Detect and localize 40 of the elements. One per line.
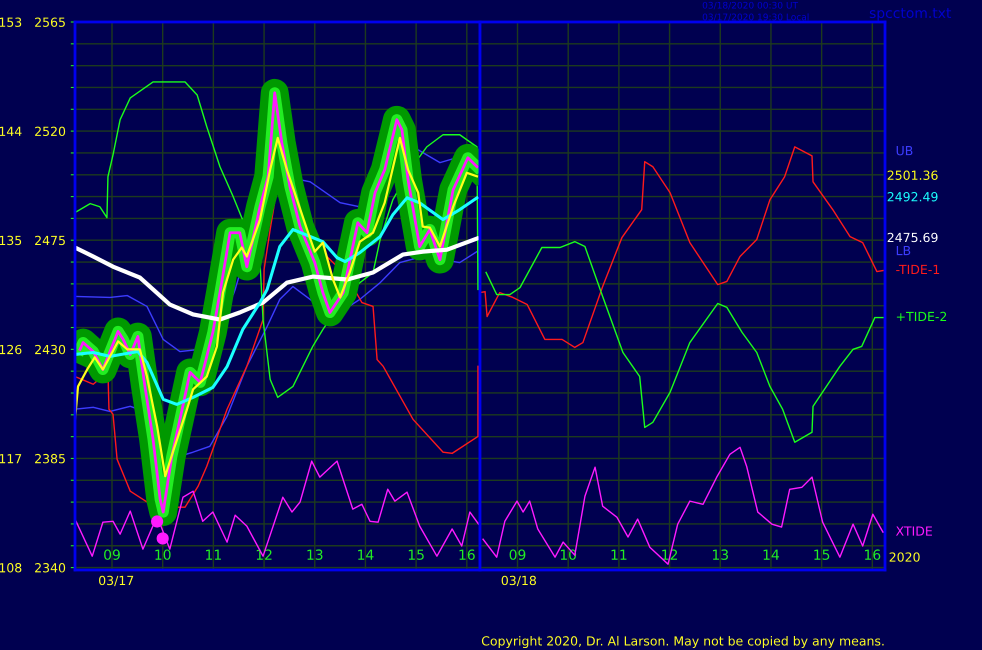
text: Copyright 2020, Dr. Al Larson. May not be copied by any means.: [482, 636, 884, 648]
y3-tick-label: 108: [0, 563, 22, 572]
y3-tick-label: 117: [0, 454, 22, 464]
series-label: +TIDE-2: [896, 312, 946, 322]
text: 03/17: [99, 576, 134, 586]
text: UB: [896, 146, 912, 156]
series-label: XTIDE: [896, 526, 932, 536]
text: 2020: [890, 552, 920, 562]
text: 03/18/2020 00:30 UT: [702, 2, 798, 10]
x-tick-label: 15: [814, 550, 830, 560]
text: 03/17/2020 19:30 Local: [702, 13, 808, 22]
x-tick-label: 11: [206, 550, 221, 560]
x-tick-label: 16: [865, 549, 880, 560]
x-tick-label: 11: [612, 550, 626, 560]
y-tick-label: 2475: [35, 236, 65, 246]
y-tick-label: 2340: [35, 563, 66, 572]
series-label: -TIDE-1: [896, 264, 940, 274]
data-label: 2501.36: [888, 170, 938, 180]
y3-tick-label: 144: [0, 126, 22, 136]
x-tick-label: 09: [104, 549, 120, 560]
data-label: 2492.49: [888, 192, 938, 202]
text: spcctom.txt: [870, 8, 952, 21]
x-tick-label: 13: [307, 549, 322, 560]
text: LB: [896, 246, 910, 256]
x-tick-label: 13: [712, 549, 728, 560]
data-label: 2475.69: [888, 232, 938, 242]
x-tick-label: 09: [510, 549, 526, 560]
y-tick-label: 2385: [35, 454, 65, 464]
x-tick-label: 15: [408, 550, 424, 560]
text: 03/18: [502, 576, 536, 586]
y-tick-label: 2520: [35, 126, 66, 136]
y-tick-label: 2430: [35, 344, 66, 354]
y3-tick-label: 126: [0, 344, 22, 354]
y3-tick-label: 135: [0, 236, 22, 246]
y3-tick-label: 153: [0, 17, 22, 27]
x-tick-label: 10: [155, 549, 171, 560]
x-tick-label: 14: [358, 550, 374, 560]
x-tick-label: 14: [764, 550, 780, 560]
x-tick-label: 16: [460, 549, 475, 560]
y-tick-label: 2565: [35, 17, 65, 27]
